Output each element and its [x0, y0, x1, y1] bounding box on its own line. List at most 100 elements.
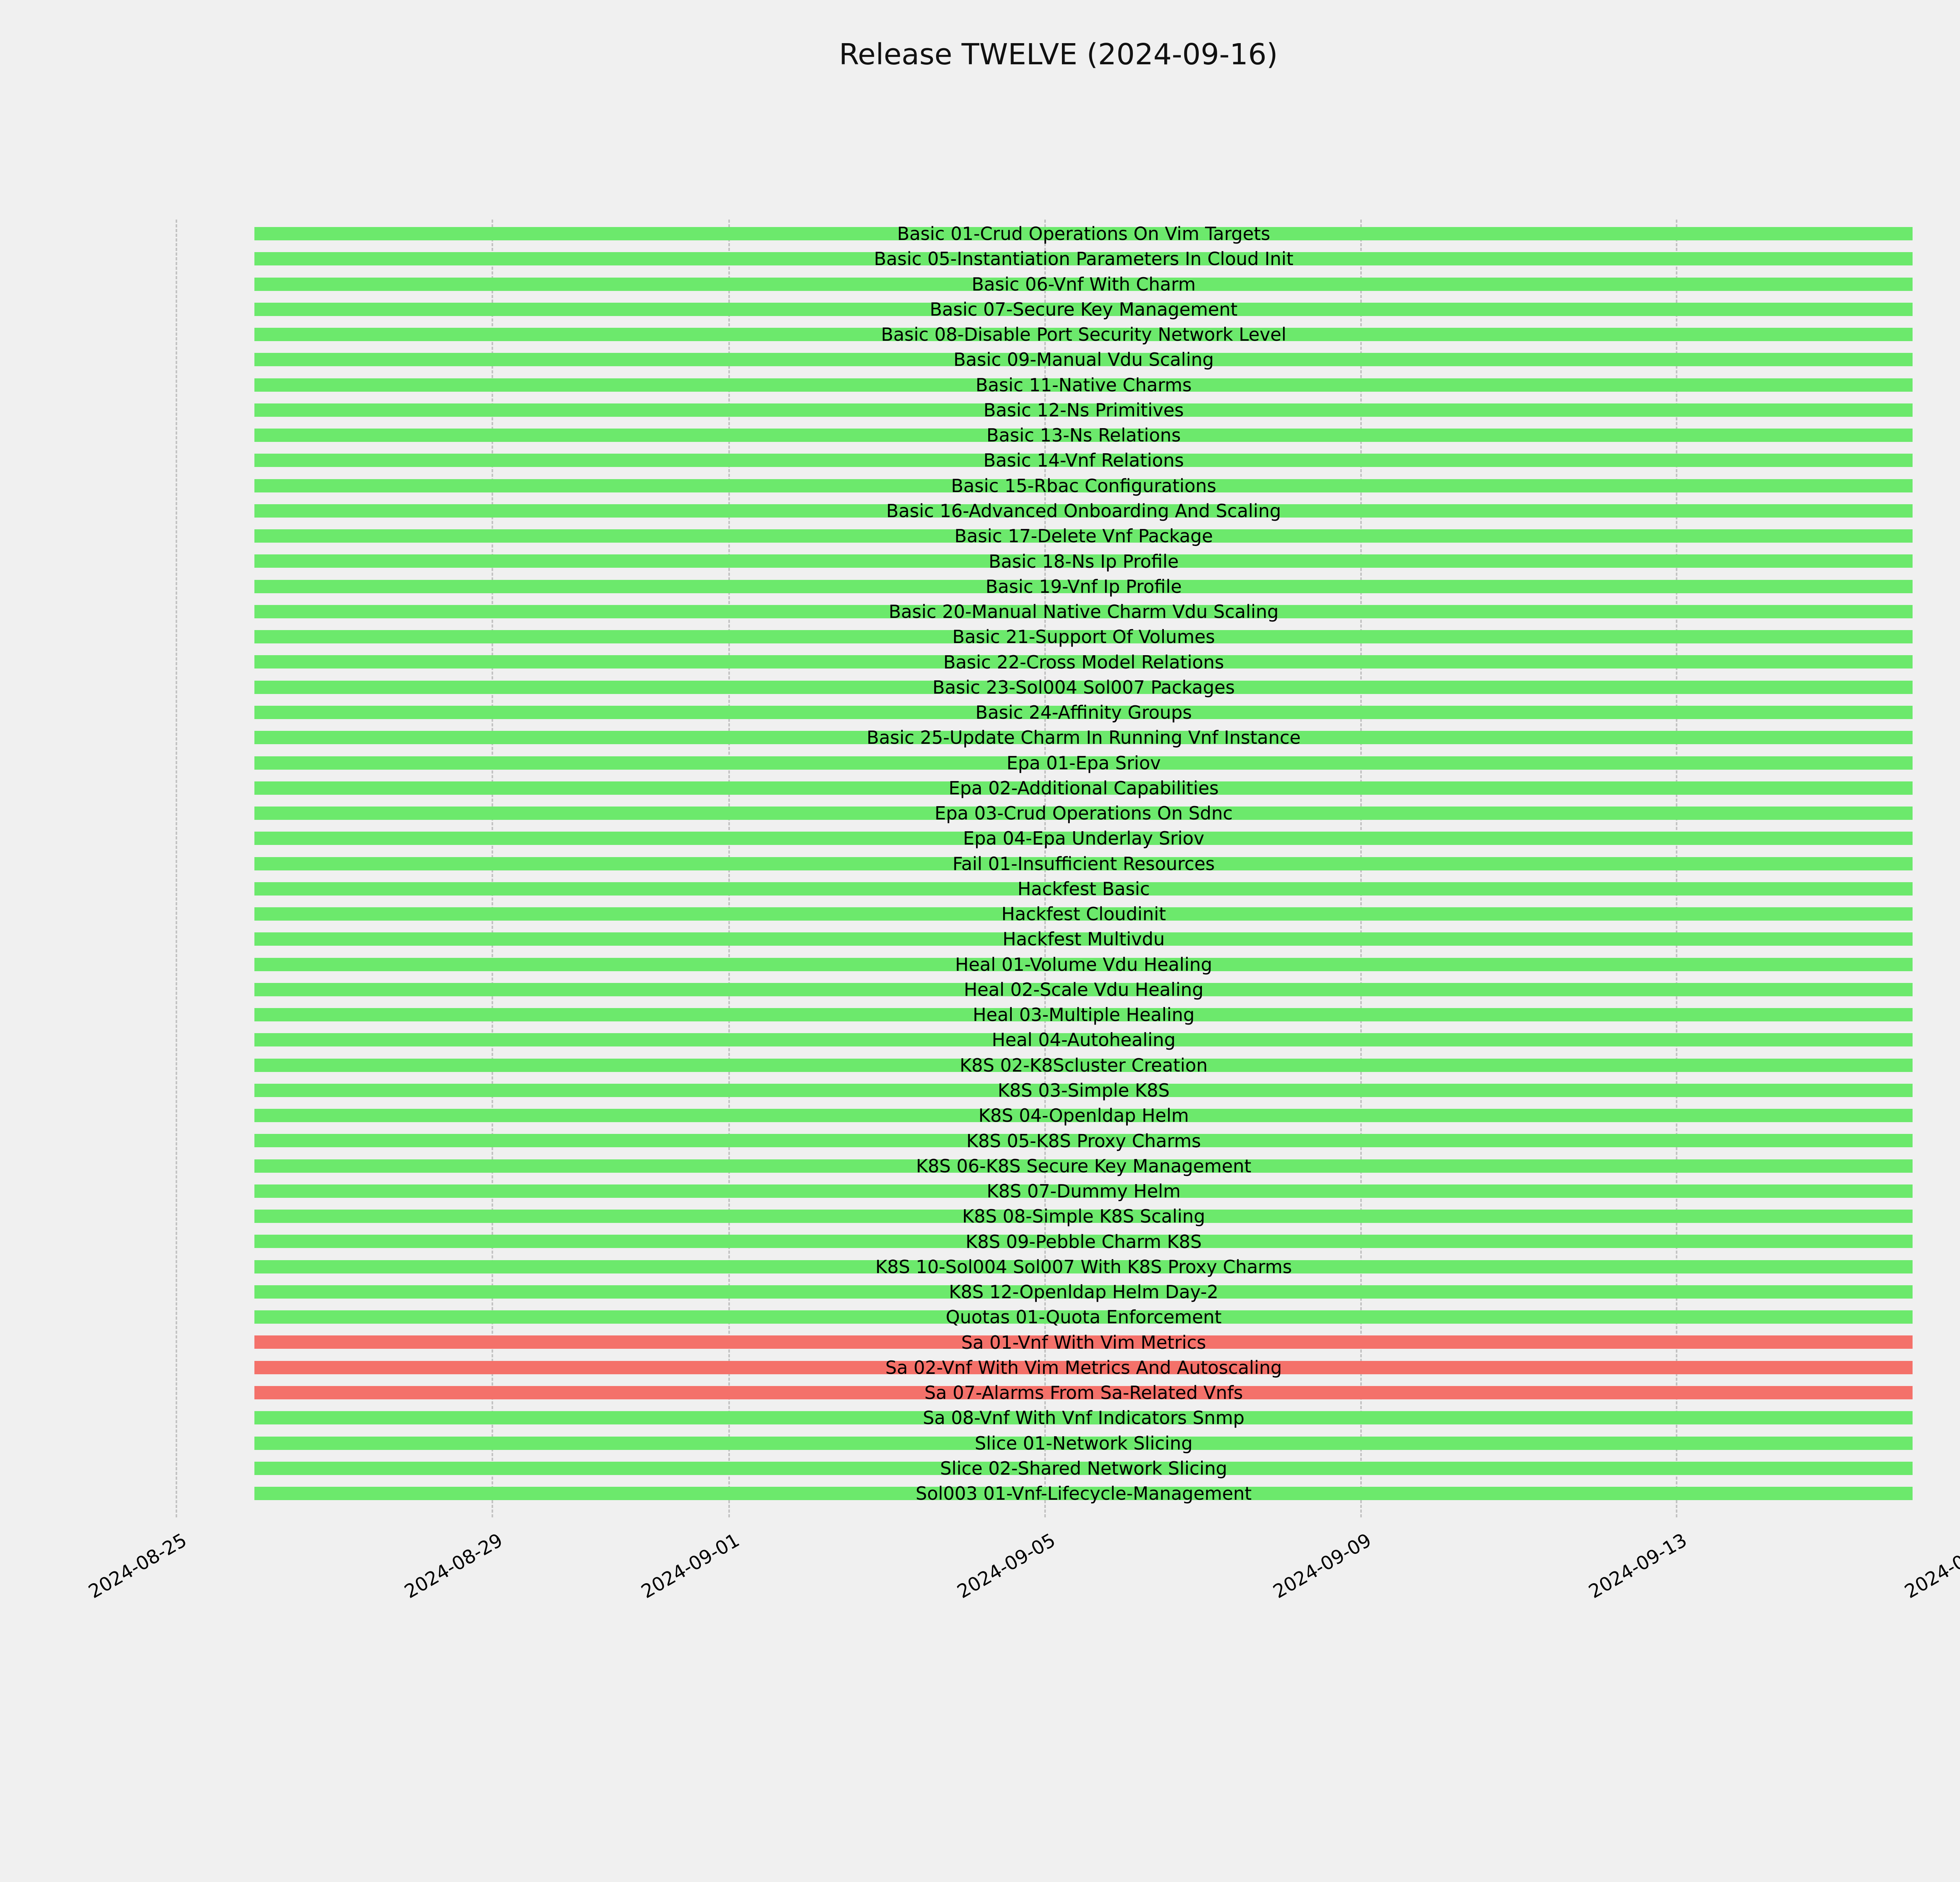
task-bar-pass [254, 579, 1913, 593]
gantt-row: Hackfest Cloudinit [0, 901, 1960, 926]
task-bar-pass [254, 1260, 1913, 1273]
task-bar-pass [254, 1285, 1913, 1299]
gantt-row: Basic 05-Instantiation Parameters In Clo… [0, 246, 1960, 271]
gantt-row: K8S 10-Sol004 Sol007 With K8S Proxy Char… [0, 1254, 1960, 1279]
task-bar-pass [254, 302, 1913, 316]
gantt-row: Sa 08-Vnf With Vnf Indicators Snmp [0, 1405, 1960, 1430]
task-bar-pass [254, 1210, 1913, 1223]
gantt-row: Basic 20-Manual Native Charm Vdu Scaling [0, 599, 1960, 624]
task-bar-pass [254, 227, 1913, 241]
task-bar-pass [254, 705, 1913, 719]
task-bar-pass [254, 479, 1913, 492]
task-bar-pass [254, 328, 1913, 342]
task-bar-pass [254, 403, 1913, 417]
chart-title: Release TWELVE (2024-09-16) [839, 38, 1278, 71]
gantt-row: Sa 02-Vnf With Vim Metrics And Autoscali… [0, 1355, 1960, 1380]
gantt-row: Basic 12-Ns Primitives [0, 398, 1960, 423]
task-bar-pass [254, 857, 1913, 870]
task-bar-pass [254, 1109, 1913, 1123]
gantt-row: Basic 11-Native Charms [0, 372, 1960, 398]
gantt-row: Basic 23-Sol004 Sol007 Packages [0, 675, 1960, 700]
task-bar-pass [254, 1487, 1913, 1501]
task-bar-pass [254, 807, 1913, 820]
x-tick-label: 2024-09-01 [637, 1529, 743, 1603]
gantt-row: K8S 03-Simple K8S [0, 1078, 1960, 1103]
gantt-row: Basic 17-Delete Vnf Package [0, 523, 1960, 549]
gantt-row: K8S 07-Dummy Helm [0, 1179, 1960, 1204]
gantt-row: Basic 08-Disable Port Security Network L… [0, 322, 1960, 347]
gantt-row: Sa 07-Alarms From Sa-Related Vnfs [0, 1380, 1960, 1405]
gantt-row: Epa 03-Crud Operations On Sdnc [0, 801, 1960, 826]
x-tick-label: 2024-09-09 [1269, 1529, 1375, 1603]
task-bar-pass [254, 957, 1913, 971]
gantt-row: K8S 02-K8Scluster Creation [0, 1053, 1960, 1078]
x-tick-label: 2024-08-29 [401, 1529, 506, 1603]
gantt-row: Basic 19-Vnf Ip Profile [0, 574, 1960, 599]
gantt-row: Basic 18-Ns Ip Profile [0, 549, 1960, 574]
gantt-row: Heal 03-Multiple Healing [0, 1002, 1960, 1027]
gantt-row: Basic 14-Vnf Relations [0, 448, 1960, 473]
gantt-row: Quotas 01-Quota Enforcement [0, 1304, 1960, 1330]
task-bar-pass [254, 454, 1913, 467]
task-bar-pass [254, 1083, 1913, 1097]
task-bar-pass [254, 1461, 1913, 1475]
gantt-row: Basic 01-Crud Operations On Vim Targets [0, 221, 1960, 246]
task-bar-pass [254, 655, 1913, 669]
task-bar-pass [254, 353, 1913, 367]
gantt-row: K8S 06-K8S Secure Key Management [0, 1154, 1960, 1179]
gantt-row: Epa 04-Epa Underlay Sriov [0, 826, 1960, 851]
task-bar-pass [254, 252, 1913, 266]
gantt-row: Hackfest Basic [0, 876, 1960, 901]
task-bar-pass [254, 1008, 1913, 1022]
gantt-row: Basic 21-Support Of Volumes [0, 624, 1960, 649]
task-bar-pass [254, 882, 1913, 896]
gantt-row: K8S 08-Simple K8S Scaling [0, 1204, 1960, 1229]
task-bar-pass [254, 907, 1913, 921]
task-bar-pass [254, 731, 1913, 745]
gantt-row: Basic 24-Affinity Groups [0, 700, 1960, 725]
task-bar-pass [254, 680, 1913, 694]
x-tick-label: 2024-09-17 [1901, 1529, 1960, 1603]
gantt-row: K8S 12-Openldap Helm Day-2 [0, 1279, 1960, 1304]
task-bar-pass [254, 1235, 1913, 1248]
task-bar-pass [254, 983, 1913, 996]
gantt-row: Heal 04-Autohealing [0, 1027, 1960, 1052]
gantt-row: Hackfest Multivdu [0, 926, 1960, 952]
task-bar-pass [254, 1159, 1913, 1173]
task-bar-pass [254, 429, 1913, 442]
task-bar-pass [254, 1058, 1913, 1072]
gantt-row: Basic 13-Ns Relations [0, 423, 1960, 448]
x-tick-label: 2024-09-13 [1585, 1529, 1691, 1603]
task-bar-pass [254, 932, 1913, 946]
gantt-row: Slice 02-Shared Network Slicing [0, 1456, 1960, 1481]
gantt-row: Epa 01-Epa Sriov [0, 750, 1960, 776]
gantt-row: Heal 01-Volume Vdu Healing [0, 952, 1960, 977]
gantt-row: Sa 01-Vnf With Vim Metrics [0, 1330, 1960, 1355]
task-bar-pass [254, 378, 1913, 392]
gantt-row: K8S 04-Openldap Helm [0, 1103, 1960, 1128]
task-bar-pass [254, 1184, 1913, 1198]
gantt-row: Sol003 01-Vnf-Lifecycle-Management [0, 1481, 1960, 1506]
task-bar-pass [254, 1436, 1913, 1450]
task-bar-pass [254, 756, 1913, 770]
gantt-row: Basic 09-Manual Vdu Scaling [0, 347, 1960, 372]
task-bar-pass [254, 832, 1913, 845]
task-bar-pass [254, 1033, 1913, 1047]
task-bar-pass [254, 504, 1913, 518]
task-bar-pass [254, 277, 1913, 291]
task-bar-fail [254, 1335, 1913, 1349]
gridline-2024-08-25 [176, 220, 177, 1517]
gantt-row: Basic 25-Update Charm In Running Vnf Ins… [0, 725, 1960, 750]
task-bar-pass [254, 1134, 1913, 1148]
task-bar-pass [254, 529, 1913, 543]
gantt-row: Basic 22-Cross Model Relations [0, 649, 1960, 674]
gantt-row: Basic 15-Rbac Configurations [0, 473, 1960, 498]
x-tick-label: 2024-09-05 [953, 1529, 1059, 1603]
task-bar-pass [254, 781, 1913, 795]
x-tick-label: 2024-08-25 [85, 1529, 191, 1603]
gantt-row: Basic 16-Advanced Onboarding And Scaling [0, 498, 1960, 523]
task-bar-pass [254, 554, 1913, 568]
gantt-row: Heal 02-Scale Vdu Healing [0, 977, 1960, 1002]
task-bar-pass [254, 1411, 1913, 1425]
